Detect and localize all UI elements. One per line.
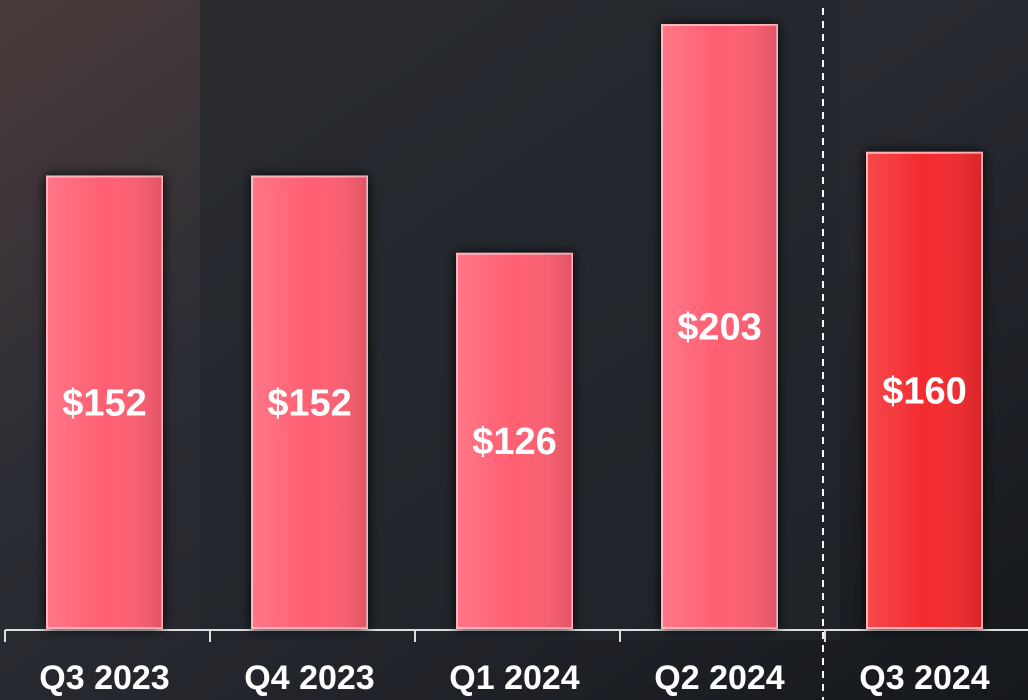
bar-shine — [457, 253, 572, 629]
bar-shine — [867, 152, 982, 628]
x-tick-label: Q2 2024 — [654, 659, 785, 697]
x-tick-label: Q4 2023 — [244, 659, 374, 697]
value-label: $126 — [472, 421, 557, 463]
value-label: $152 — [62, 382, 147, 424]
value-label: $160 — [882, 370, 967, 412]
value-label: $203 — [677, 307, 762, 349]
bar-shine — [662, 25, 777, 628]
value-label: $152 — [267, 382, 352, 424]
bar-shine — [47, 176, 162, 628]
x-tick-label: Q1 2024 — [449, 659, 580, 697]
x-tick-label: Q3 2023 — [39, 659, 169, 697]
x-tick-label: Q3 2024 — [859, 659, 990, 697]
bar-shine — [252, 176, 367, 628]
